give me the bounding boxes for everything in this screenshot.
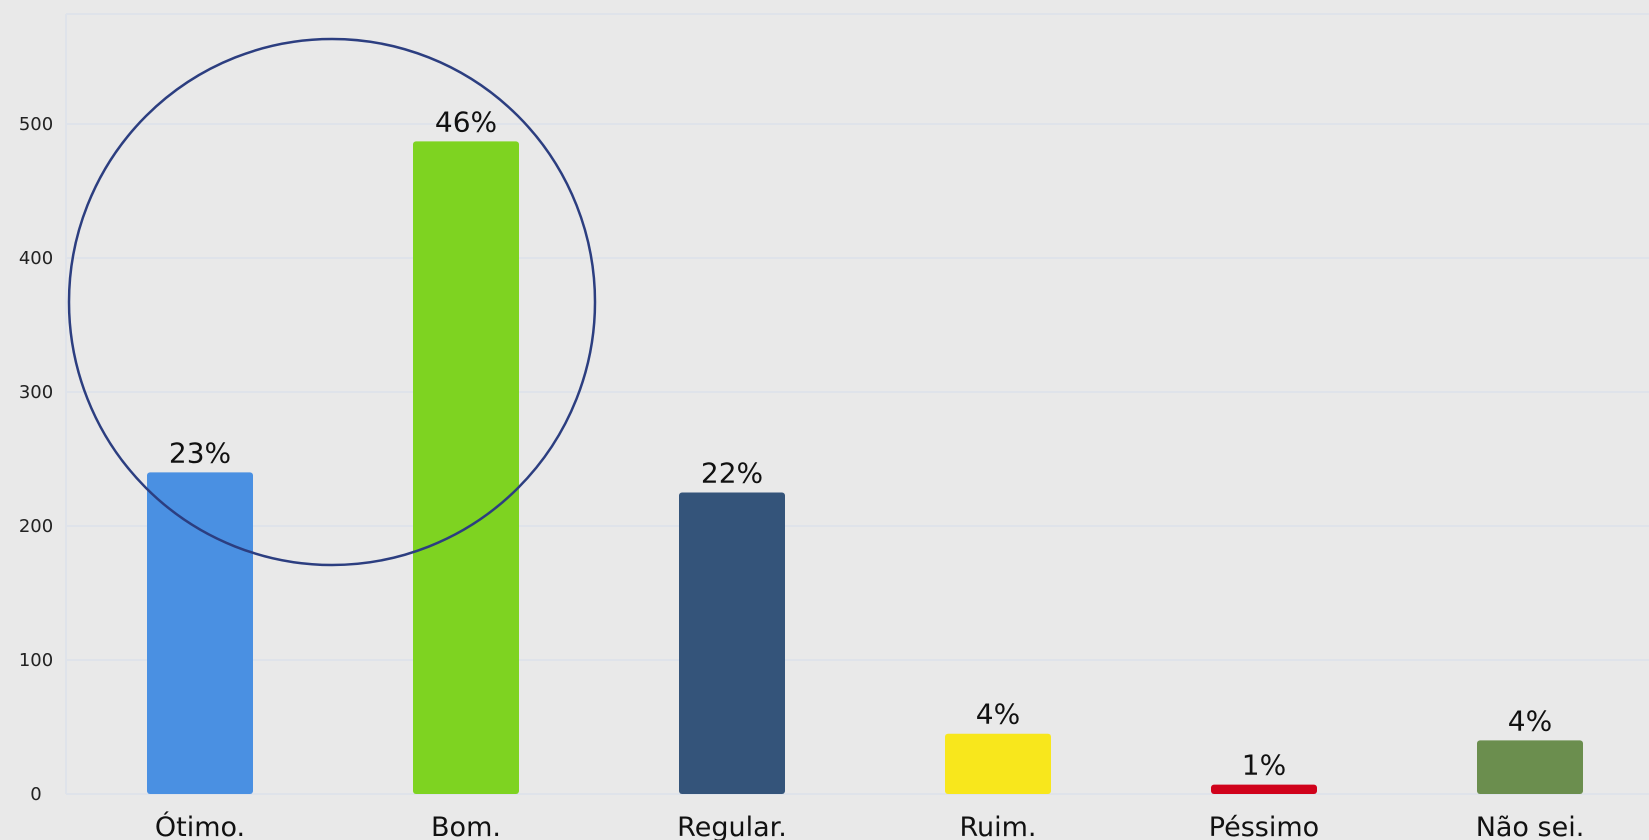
y-tick-label: 100 (19, 650, 53, 671)
x-tick-label: Ruim. (959, 812, 1036, 840)
bar (1211, 784, 1317, 794)
bars (147, 141, 1583, 795)
data-label: 4% (1508, 704, 1552, 737)
x-axis-ticks: Ótimo. Bom. Regular. Ruim. Péssimo Não sei. (155, 811, 1584, 840)
y-tick-label: 0 (30, 784, 41, 805)
data-label: 22% (701, 457, 763, 490)
y-tick-label: 200 (19, 516, 53, 537)
x-tick-label: Bom. (431, 812, 501, 840)
y-axis-ticks: 0 100 200 300 400 500 (19, 114, 53, 805)
y-tick-label: 300 (19, 382, 53, 403)
x-tick-label: Não sei. (1476, 812, 1585, 840)
y-tick-label: 400 (19, 248, 53, 269)
data-label: 4% (976, 698, 1020, 731)
y-tick-label: 500 (19, 114, 53, 135)
data-label: 46% (435, 105, 497, 138)
bar (679, 492, 785, 794)
x-tick-label: Regular. (677, 812, 787, 840)
x-tick-label: Péssimo (1209, 812, 1319, 840)
bar (147, 472, 253, 794)
data-label: 23% (169, 436, 231, 469)
bar (1477, 740, 1583, 794)
bar (413, 141, 519, 795)
data-label: 1% (1242, 749, 1286, 782)
annotation-circle (67, 37, 597, 567)
bar (945, 733, 1051, 794)
plot-background (66, 14, 1649, 794)
x-tick-label: Ótimo. (155, 811, 245, 840)
data-labels: 23% 46% 22% 4% 1% 4% (169, 105, 1552, 781)
gridlines (66, 123, 1649, 795)
